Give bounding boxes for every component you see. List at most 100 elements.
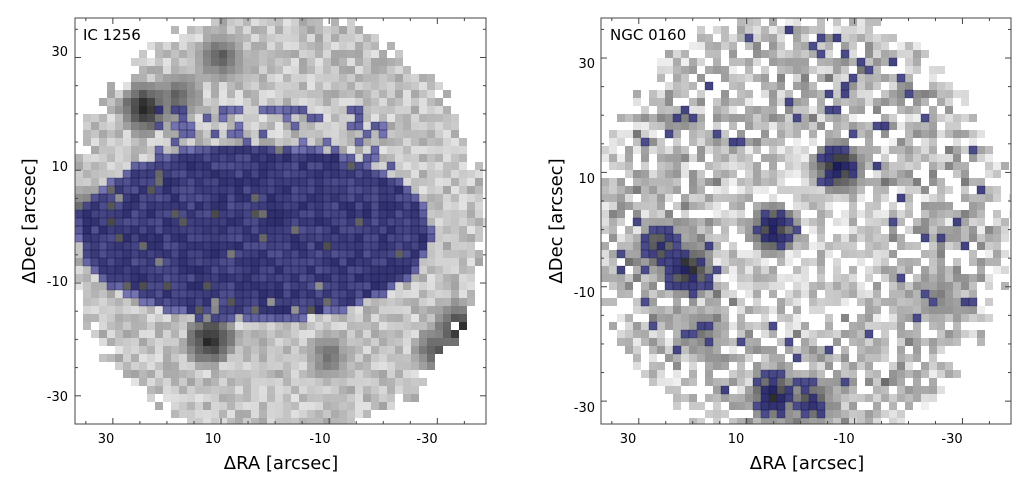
heatmap-cell <box>107 106 115 114</box>
heatmap-cell <box>371 82 379 90</box>
overlay-cell <box>330 249 340 259</box>
overlay-cell <box>186 233 196 243</box>
heatmap-cell <box>865 138 873 146</box>
heatmap-cell <box>753 346 761 354</box>
heatmap-cell <box>251 50 259 58</box>
heatmap-cell <box>395 322 403 330</box>
heatmap-cell <box>857 210 865 218</box>
heatmap-cell <box>721 354 729 362</box>
heatmap-cell <box>203 402 211 410</box>
heatmap-cell <box>921 274 929 282</box>
heatmap-cell <box>657 370 665 378</box>
heatmap-cell <box>905 242 913 250</box>
heatmap-cell <box>905 290 913 298</box>
overlay-cell <box>648 321 658 331</box>
heatmap-cell <box>929 170 937 178</box>
heatmap-cell <box>211 42 219 50</box>
x-tick-label: 30 <box>620 432 637 447</box>
heatmap-cell <box>953 370 961 378</box>
heatmap-cell <box>83 170 91 178</box>
heatmap-cell <box>323 370 331 378</box>
heatmap-cell <box>873 250 881 258</box>
overlay-cell <box>298 273 308 283</box>
heatmap-cell <box>451 226 459 234</box>
heatmap-cell <box>371 34 379 42</box>
overlay-cell <box>784 217 794 227</box>
heatmap-cell <box>339 394 347 402</box>
heatmap-cell <box>601 154 609 162</box>
heatmap-cell <box>657 274 665 282</box>
heatmap-cell <box>609 138 617 146</box>
heatmap-cell <box>155 402 163 410</box>
overlay-cell <box>130 169 140 179</box>
overlay-cell <box>848 169 858 179</box>
overlay-cell <box>162 169 172 179</box>
overlay-cell <box>370 273 380 283</box>
overlay-cell <box>354 281 364 291</box>
heatmap-cell <box>139 242 147 250</box>
overlay-cell <box>298 145 308 155</box>
overlay-cell <box>130 209 140 219</box>
heatmap-cell <box>857 234 865 242</box>
heatmap-cell <box>403 386 411 394</box>
heatmap-cell <box>427 210 435 218</box>
overlay-cell <box>226 289 236 299</box>
overlay-cell <box>178 281 188 291</box>
heatmap-cell <box>315 42 323 50</box>
heatmap-cell <box>411 138 419 146</box>
overlay-cell <box>114 225 124 235</box>
heatmap-cell <box>849 82 857 90</box>
overlay-cell <box>234 241 244 251</box>
heatmap-cell <box>291 98 299 106</box>
heatmap-cell <box>459 266 467 274</box>
heatmap-cell <box>737 418 745 424</box>
heatmap-cell <box>147 354 155 362</box>
heatmap-cell <box>961 194 969 202</box>
heatmap-cell <box>641 162 649 170</box>
heatmap-cell <box>387 346 395 354</box>
heatmap-cell <box>649 122 657 130</box>
overlay-cell <box>346 273 356 283</box>
overlay-cell <box>242 185 252 195</box>
overlay-cell <box>704 81 714 91</box>
heatmap-cell <box>929 82 937 90</box>
heatmap-cell <box>195 402 203 410</box>
overlay-cell <box>226 161 236 171</box>
panel-title: IC 1256 <box>83 26 141 44</box>
overlay-cell <box>354 233 364 243</box>
heatmap-cell <box>913 354 921 362</box>
heatmap-cell <box>977 218 985 226</box>
heatmap-cell <box>107 306 115 314</box>
overlay-cell <box>226 193 236 203</box>
overlay-cell <box>298 265 308 275</box>
heatmap-cell <box>307 42 315 50</box>
heatmap-cell <box>865 210 873 218</box>
heatmap-cell <box>291 82 299 90</box>
overlay-cell <box>242 257 252 267</box>
heatmap-cell <box>785 58 793 66</box>
heatmap-cell <box>761 266 769 274</box>
heatmap-cell <box>761 330 769 338</box>
heatmap-cell <box>299 362 307 370</box>
heatmap-cell <box>729 250 737 258</box>
heatmap-cell <box>865 346 873 354</box>
overlay-cell <box>242 177 252 187</box>
heatmap-cell <box>331 82 339 90</box>
overlay-cell <box>386 225 396 235</box>
heatmap-cell <box>937 82 945 90</box>
plot-frame <box>74 17 487 425</box>
heatmap-cell <box>945 106 953 114</box>
overlay-cell <box>146 249 156 259</box>
heatmap-cell <box>371 362 379 370</box>
overlay-cell <box>170 281 180 291</box>
overlay-cell <box>418 217 428 227</box>
heatmap-cell <box>403 154 411 162</box>
heatmap-cell <box>929 194 937 202</box>
heatmap-cell <box>961 306 969 314</box>
heatmap-cell <box>785 146 793 154</box>
heatmap-cell <box>403 290 411 298</box>
overlay-cell <box>266 233 276 243</box>
heatmap-cell <box>283 418 291 424</box>
heatmap-cell <box>347 58 355 66</box>
heatmap-cell <box>945 362 953 370</box>
